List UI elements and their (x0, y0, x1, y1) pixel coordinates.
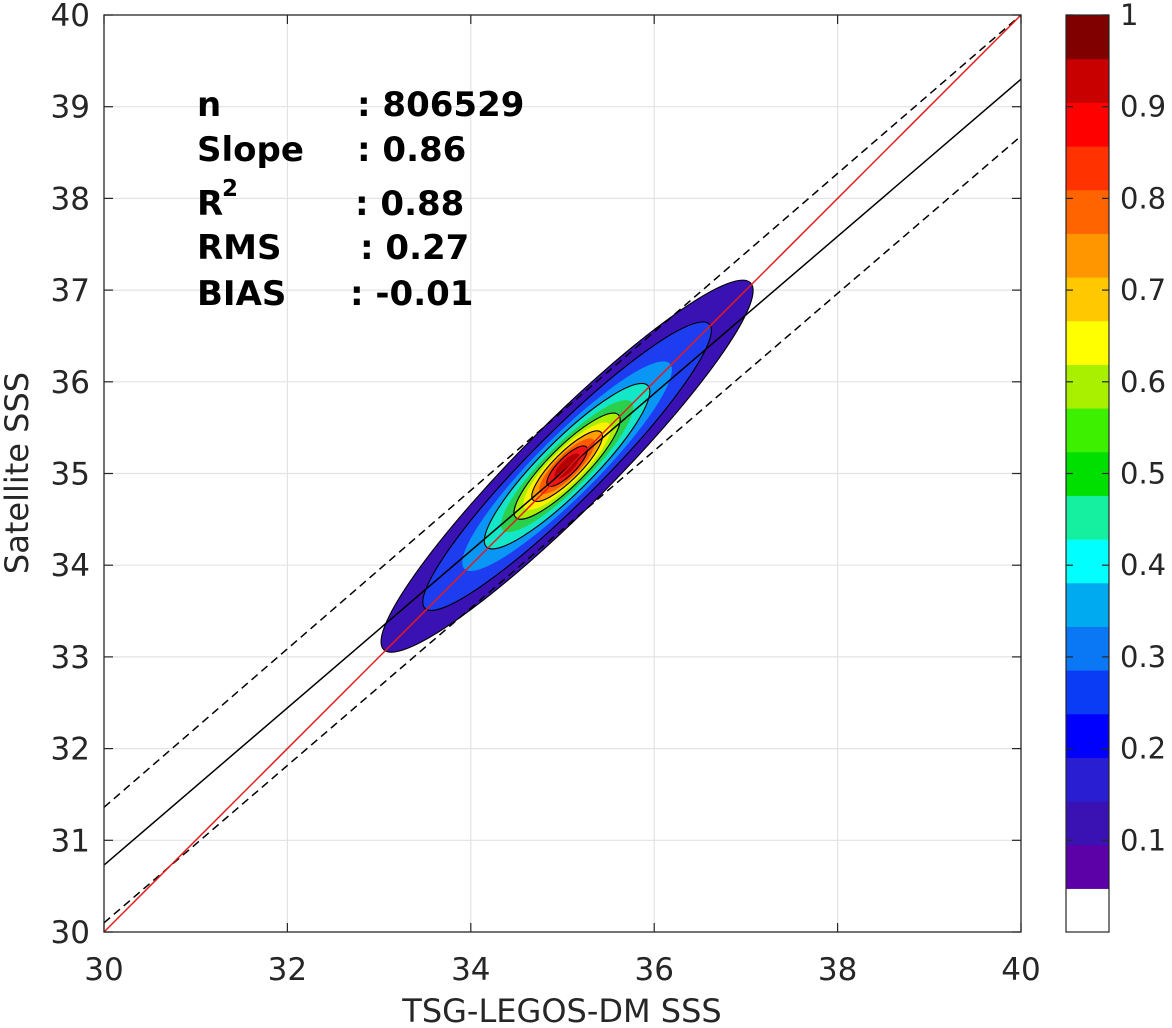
grid (104, 15, 1021, 932)
stat-n-key: n (197, 85, 221, 125)
colorbar-segment (1066, 15, 1109, 60)
colorbar-segment (1066, 189, 1109, 234)
colorbar-segment (1066, 146, 1109, 191)
colorbar-tick-label: 0.2 (1120, 732, 1166, 766)
colorbar-segment (1066, 58, 1109, 103)
stat-n-value: : 806529 (357, 85, 524, 125)
colorbar-segment (1066, 233, 1109, 278)
colorbar-segment (1066, 757, 1109, 802)
colorbar-segment (1066, 539, 1109, 584)
colorbar-tick-label: 0.5 (1120, 457, 1166, 491)
upper-bound-dashed-line (104, 15, 1021, 808)
y-tick-label: 33 (51, 640, 90, 676)
reference-lines (104, 15, 1021, 932)
stat-r2-key: R (197, 184, 223, 224)
colorbar-segment (1066, 670, 1109, 715)
colorbar-segment (1066, 320, 1109, 365)
stat-slope-value: : 0.86 (357, 130, 466, 170)
y-tick-label: 35 (51, 457, 90, 493)
lower-bound-dashed-line (104, 135, 1021, 924)
density-contours (380, 279, 754, 653)
y-tick-label: 38 (51, 181, 90, 217)
y-tick-label: 32 (51, 732, 90, 768)
colorbar-tick-label: 0.1 (1120, 823, 1166, 857)
density-contour-0_95 (554, 453, 580, 479)
x-tick-label: 32 (268, 952, 307, 988)
colorbar-segment (1066, 102, 1109, 147)
colorbar-tick-label: 0.4 (1120, 548, 1166, 582)
colorbar-segment (1066, 844, 1109, 889)
colorbar-tick-label: 0.3 (1120, 640, 1166, 674)
stat-r2-value: : 0.88 (355, 184, 464, 224)
x-tick-label: 30 (84, 952, 123, 988)
y-tick-label: 37 (51, 273, 90, 309)
axis-ticks: 30 32 34 36 38 40 30 31 32 33 34 35 36 37 38 39 40 (51, 0, 1041, 988)
colorbar-segment (1066, 713, 1109, 758)
colorbar: 0.1 0.2 0.3 0.4 0.5 0.6 0.7 0.8 0.9 1 (1065, 0, 1166, 933)
identity-line (104, 15, 1021, 932)
x-tick-label: 40 (1001, 952, 1040, 988)
colorbar-segment (1066, 408, 1109, 453)
stats-annotation: n : 806529 Slope : 0.86 R 2 : 0.88 RMS :… (197, 85, 524, 314)
y-tick-label: 40 (51, 0, 90, 34)
regression-fit-line (104, 78, 1021, 866)
x-tick-label: 38 (818, 952, 857, 988)
y-tick-label: 31 (51, 823, 90, 859)
colorbar-segment (1066, 801, 1109, 846)
y-tick-label: 34 (51, 548, 90, 584)
colorbar-tick-label: 0.9 (1120, 90, 1166, 124)
x-tick-label: 36 (634, 952, 673, 988)
y-tick-label: 36 (51, 365, 90, 401)
y-tick-label: 30 (51, 915, 90, 951)
stat-slope-key: Slope (197, 130, 304, 170)
colorbar-segment (1066, 582, 1109, 627)
stat-bias-key: BIAS (197, 274, 286, 314)
colorbar-segment (1066, 364, 1109, 409)
stat-bias-value: : -0.01 (350, 274, 473, 314)
colorbar-tick-label: 0.7 (1120, 273, 1166, 307)
stat-rms-key: RMS (197, 228, 282, 268)
colorbar-segment (1066, 495, 1109, 540)
x-axis-label: TSG-LEGOS-DM SSS (401, 992, 721, 1028)
colorbar-segment (1066, 626, 1109, 671)
colorbar-tick-label: 1 (1120, 0, 1138, 32)
colorbar-segment (1066, 277, 1109, 322)
y-tick-label: 39 (51, 90, 90, 126)
colorbar-tick-label: 0.8 (1120, 181, 1166, 215)
stat-rms-value: : 0.27 (360, 228, 469, 268)
x-tick-label: 34 (451, 952, 490, 988)
y-axis-label: Satellite SSS (0, 372, 36, 574)
colorbar-segment (1066, 888, 1109, 933)
colorbar-tick-label: 0.6 (1120, 365, 1166, 399)
stat-r2-superscript: 2 (222, 176, 238, 202)
colorbar-segment (1066, 451, 1109, 496)
